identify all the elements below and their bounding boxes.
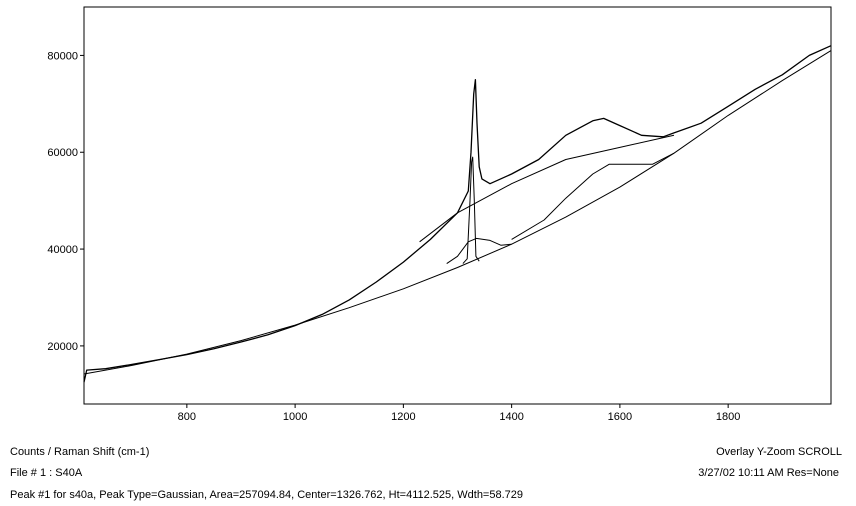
y-tick-label: 80000 — [47, 50, 78, 62]
series-line-measured-spectrum — [83, 45, 832, 383]
series-layer — [83, 45, 832, 383]
x-tick-label: 800 — [178, 411, 196, 423]
plot-frame — [83, 6, 832, 405]
x-tick-label: 1800 — [716, 411, 740, 423]
axes-label-status: Counts / Raman Shift (cm-1) — [10, 446, 150, 458]
x-tick-label: 1200 — [391, 411, 415, 423]
y-tick-label: 40000 — [47, 244, 78, 256]
series-line-baseline — [83, 50, 832, 375]
series-line-peak-3 — [511, 152, 675, 240]
x-tick-label: 1400 — [499, 411, 523, 423]
series-line-peak-2 — [446, 237, 512, 265]
y-tick-label: 20000 — [47, 341, 78, 353]
x-tick-label: 1000 — [283, 411, 307, 423]
file-name-status: File # 1 : S40A — [10, 467, 83, 479]
x-tick-label: 1600 — [608, 411, 632, 423]
view-mode-status: Overlay Y-Zoom SCROLL — [716, 446, 842, 458]
series-line-peak-1-gaussian- — [462, 156, 480, 264]
y-tick-label: 60000 — [47, 147, 78, 159]
y-axis-ticks: 20000 40000 60000 80000 — [47, 50, 84, 353]
peak-info-status: Peak #1 for s40a, Peak Type=Gaussian, Ar… — [10, 489, 523, 501]
x-axis-ticks: 800 1000 1200 1400 1600 1800 — [178, 404, 740, 423]
date-resolution-status: 3/27/02 10:11 AM Res=None — [698, 467, 839, 479]
series-line-fit-envelope — [419, 134, 675, 243]
